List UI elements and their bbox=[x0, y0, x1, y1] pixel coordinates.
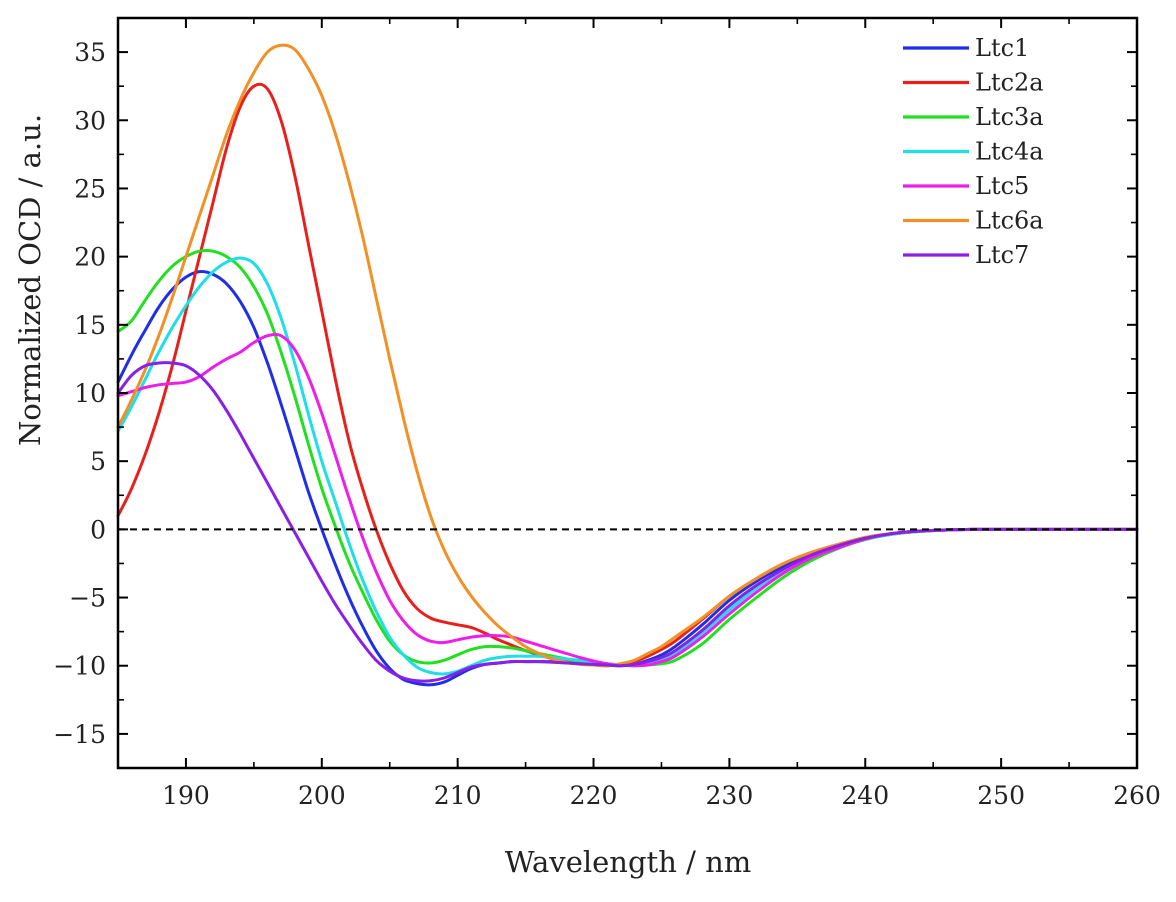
y-axis-title: Normalized OCD / a.u. bbox=[13, 114, 47, 446]
legend-label-ltc1: Ltc1 bbox=[975, 34, 1029, 62]
y-tick-label: 35 bbox=[74, 38, 106, 67]
y-tick-label: −10 bbox=[53, 652, 106, 681]
x-tick-label: 260 bbox=[1113, 781, 1161, 810]
x-axis-title: Wavelength / nm bbox=[505, 845, 752, 879]
legend-label-ltc6a: Ltc6a bbox=[975, 207, 1044, 235]
y-tick-label: −5 bbox=[69, 584, 106, 613]
series-layer bbox=[116, 43, 1139, 687]
y-tick-label: 15 bbox=[74, 311, 106, 340]
x-tick-label: 190 bbox=[162, 781, 210, 810]
legend-label-ltc5: Ltc5 bbox=[975, 172, 1029, 200]
legend-label-ltc2a: Ltc2a bbox=[975, 69, 1044, 97]
tick-layer: 190 200 210 220 230 240 250 260 −15 −10 −5 0 5 10 15 20… bbox=[53, 17, 1161, 810]
x-tick-label: 230 bbox=[706, 781, 754, 810]
y-tick-label: −15 bbox=[53, 720, 106, 749]
y-tick-label: 0 bbox=[90, 515, 106, 544]
series-line-ltc7 bbox=[116, 361, 1139, 683]
y-tick-label: 20 bbox=[74, 243, 106, 272]
legend-label-ltc7: Ltc7 bbox=[975, 241, 1029, 269]
x-tick-label: 210 bbox=[434, 781, 482, 810]
x-tick-label: 250 bbox=[977, 781, 1025, 810]
x-tick-label: 220 bbox=[570, 781, 618, 810]
legend-label-ltc4a: Ltc4a bbox=[975, 138, 1044, 166]
y-tick-label: 10 bbox=[74, 379, 106, 408]
y-tick-label: 25 bbox=[74, 174, 106, 203]
y-tick-label: 5 bbox=[90, 447, 106, 476]
x-tick-label: 240 bbox=[841, 781, 889, 810]
legend-label-ltc3a: Ltc3a bbox=[975, 103, 1044, 131]
x-tick-label: 200 bbox=[298, 781, 346, 810]
legend: Ltc1 Ltc2a Ltc3a Ltc4a Ltc5 Ltc6a Ltc7 bbox=[903, 34, 1044, 269]
y-tick-label: 30 bbox=[74, 106, 106, 135]
